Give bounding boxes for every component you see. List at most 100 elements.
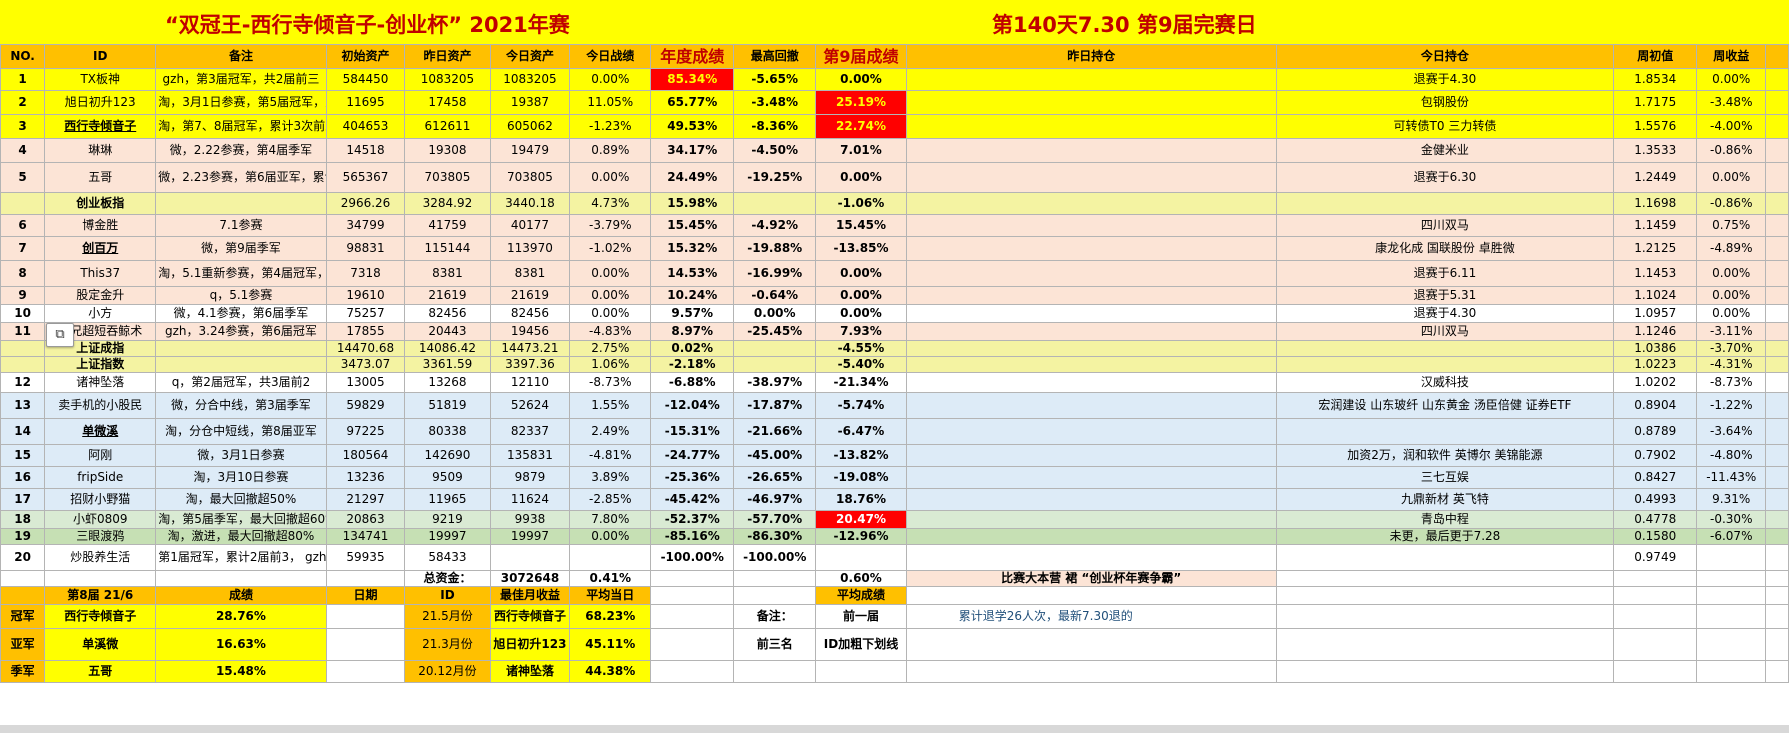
cell-yest[interactable]: 8381 <box>404 260 491 287</box>
cell-init[interactable]: 404653 <box>325 114 406 139</box>
cell-wkr[interactable]: 0.75% <box>1696 214 1767 237</box>
season-cell[interactable] <box>815 660 907 683</box>
cell-s9[interactable]: 0.00% <box>815 304 907 323</box>
cell-daily[interactable]: 1.55% <box>569 392 652 419</box>
cell-wkr[interactable]: -1.22% <box>1696 392 1767 419</box>
cell-id[interactable]: 小方 <box>44 304 157 323</box>
cell-hold[interactable]: 包钢股份 <box>1275 90 1615 115</box>
row-filler[interactable] <box>1765 286 1789 305</box>
column-header[interactable]: NO. <box>0 44 46 69</box>
cell-hold[interactable]: 退赛于6.11 <box>1275 260 1615 287</box>
cell-annual[interactable]: 65.77% <box>650 90 735 115</box>
cell-no[interactable]: 17 <box>0 488 46 511</box>
cell-wk[interactable]: 1.0202 <box>1613 372 1698 393</box>
cell-wk[interactable]: 0.4993 <box>1613 488 1698 511</box>
cell-s9[interactable]: -6.47% <box>815 418 907 445</box>
cell-wkr[interactable]: -4.89% <box>1696 236 1767 261</box>
row-filler[interactable] <box>1765 392 1789 419</box>
cell-daily[interactable]: 4.73% <box>569 192 652 215</box>
cell-dd[interactable]: -46.97% <box>733 488 817 511</box>
cell-no[interactable]: 12 <box>0 372 46 393</box>
row-filler[interactable] <box>1765 236 1789 261</box>
totals-cell[interactable] <box>650 570 735 587</box>
cell-no[interactable]: 13 <box>0 392 46 419</box>
cell-no[interactable] <box>0 192 46 215</box>
season-cell[interactable] <box>325 660 406 683</box>
cell-prev[interactable] <box>905 138 1277 163</box>
cell-s9[interactable]: 18.76% <box>815 488 907 511</box>
season-cell[interactable]: 28.76% <box>155 604 327 629</box>
cell-yest[interactable]: 142690 <box>404 444 491 467</box>
cell-annual[interactable]: 8.97% <box>650 322 735 341</box>
cell-s9[interactable]: 7.93% <box>815 322 907 341</box>
cell-init[interactable]: 3473.07 <box>325 356 406 373</box>
cell-dd[interactable]: -16.99% <box>733 260 817 287</box>
cell-prev[interactable] <box>905 528 1277 545</box>
season-cell[interactable] <box>1613 628 1698 661</box>
cell-daily[interactable]: 3.89% <box>569 466 652 489</box>
cell-id[interactable]: 小虾0809 <box>44 510 157 529</box>
season-cell[interactable]: 21.5月份 <box>404 604 491 629</box>
cell-dd[interactable]: -3.48% <box>733 90 817 115</box>
cell-dd[interactable]: 0.00% <box>733 304 817 323</box>
cell-hold[interactable] <box>1275 340 1615 357</box>
cell-init[interactable]: 21297 <box>325 488 406 511</box>
cell-s9[interactable]: 15.45% <box>815 214 907 237</box>
cell-s9[interactable]: 25.19% <box>815 90 907 115</box>
cell-id[interactable]: 股定金升 <box>44 286 157 305</box>
cell-hold[interactable]: 四川双马 <box>1275 322 1615 341</box>
season-cell[interactable]: 累计退学26人次，最新7.30退的 <box>905 604 1277 629</box>
cell-wkr[interactable]: 0.00% <box>1696 260 1767 287</box>
season-header-cell[interactable] <box>1613 586 1698 605</box>
cell-no[interactable]: 16 <box>0 466 46 489</box>
totals-cell[interactable] <box>733 570 817 587</box>
cell-hold[interactable]: 宏润建设 山东玻纤 山东黄金 汤臣倍健 证券ETF <box>1275 392 1615 419</box>
cell-wkr[interactable]: -0.30% <box>1696 510 1767 529</box>
cell-daily[interactable]: -1.23% <box>569 114 652 139</box>
cell-annual[interactable]: 14.53% <box>650 260 735 287</box>
cell-init[interactable]: 13236 <box>325 466 406 489</box>
season-header-cell[interactable] <box>650 586 735 605</box>
cell-init[interactable]: 98831 <box>325 236 406 261</box>
cell-dd[interactable] <box>733 356 817 373</box>
season-cell[interactable] <box>1613 660 1698 683</box>
cell-prev[interactable] <box>905 286 1277 305</box>
cell-daily[interactable]: 0.00% <box>569 260 652 287</box>
cell-annual[interactable]: 49.53% <box>650 114 735 139</box>
cell-s9[interactable]: -4.55% <box>815 340 907 357</box>
cell-daily[interactable]: -2.85% <box>569 488 652 511</box>
cell-dd[interactable] <box>733 340 817 357</box>
cell-no[interactable]: 8 <box>0 260 46 287</box>
cell-s9[interactable] <box>815 544 907 571</box>
row-filler[interactable] <box>1765 528 1789 545</box>
cell-s9[interactable]: -19.08% <box>815 466 907 489</box>
season-cell[interactable] <box>1765 628 1789 661</box>
cell-wkr[interactable]: -3.70% <box>1696 340 1767 357</box>
cell-no[interactable]: 11 <box>0 322 46 341</box>
cell-init[interactable]: 134741 <box>325 528 406 545</box>
cell-yest[interactable]: 9509 <box>404 466 491 489</box>
column-header[interactable]: 备注 <box>155 44 327 69</box>
cell-wkr[interactable]: 9.31% <box>1696 488 1767 511</box>
column-header[interactable]: 初始资产 <box>325 44 406 69</box>
cell-no[interactable]: 6 <box>0 214 46 237</box>
cell-wk[interactable]: 1.8534 <box>1613 68 1698 91</box>
row-filler[interactable] <box>1765 162 1789 193</box>
cell-yest[interactable]: 9219 <box>404 510 491 529</box>
totals-cell[interactable] <box>0 570 46 587</box>
row-filler[interactable] <box>1765 356 1789 373</box>
paste-options-icon[interactable]: ⧉ <box>46 323 74 347</box>
cell-s9[interactable]: 0.00% <box>815 162 907 193</box>
cell-yest[interactable]: 11965 <box>404 488 491 511</box>
column-header[interactable]: 周收益 <box>1696 44 1767 69</box>
cell-note[interactable]: 微，3月1日参赛 <box>155 444 327 467</box>
cell-yest[interactable]: 21619 <box>404 286 491 305</box>
cell-today[interactable]: 605062 <box>489 114 571 139</box>
column-header[interactable]: 最高回撤 <box>733 44 817 69</box>
cell-no[interactable]: 5 <box>0 162 46 193</box>
season-cell[interactable]: 21.3月份 <box>404 628 491 661</box>
cell-note[interactable]: 微，2.22参赛，第4届季军 <box>155 138 327 163</box>
cell-today[interactable]: 11624 <box>489 488 571 511</box>
cell-hold[interactable]: 加资2万，润和软件 英博尔 美锦能源 <box>1275 444 1615 467</box>
cell-id[interactable]: 创业板指 <box>44 192 157 215</box>
